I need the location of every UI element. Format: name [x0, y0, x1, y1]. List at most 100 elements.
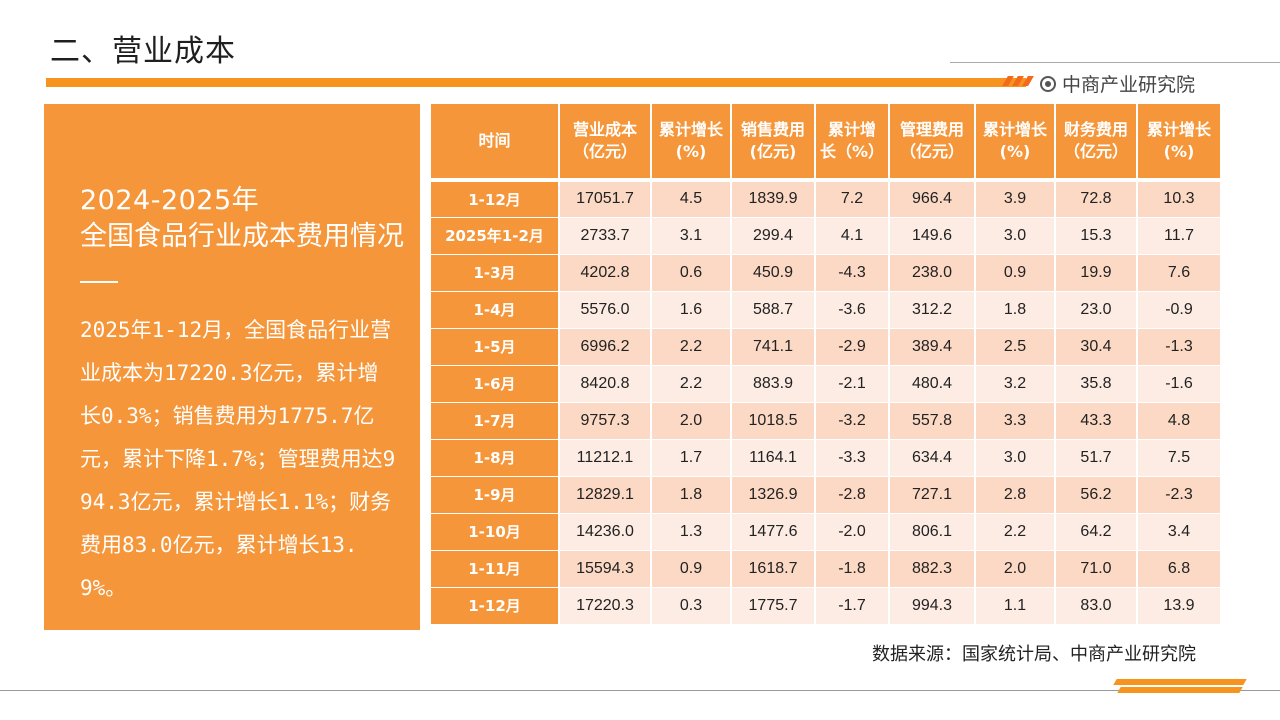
table-cell: 3.4: [1137, 512, 1222, 550]
table-cell: 2.5: [975, 327, 1056, 365]
title-accent-bar: [46, 78, 1026, 87]
table-cell: 51.7: [1055, 438, 1138, 476]
table-cell: 15.3: [1055, 216, 1138, 254]
summary-panel: 2024-2025年 全国食品行业成本费用情况 2025年1-12月，全国食品行…: [44, 104, 420, 630]
stripe-decoration: [1002, 76, 1034, 86]
column-header-text: (%): [675, 142, 707, 161]
table-cell: 7.6: [1137, 253, 1222, 291]
table-cell: 1.7: [651, 438, 732, 476]
table-cell: 2733.7: [559, 216, 652, 254]
cost-table: 时间 营业成本 （亿元） 累计增长 (%) 销售费用 (亿元) 累计增 长（%） 管理费用 （亿元）…: [431, 104, 1222, 624]
table-cell: 30.4: [1055, 327, 1138, 365]
table-cell: 4.5: [651, 178, 732, 217]
row-period-label: 1-12月: [431, 586, 560, 624]
row-period-label: 1-4月: [431, 290, 560, 328]
panel-subtitle: 全国食品行业成本费用情况: [80, 221, 404, 252]
table-cell: -1.7: [815, 586, 890, 624]
table-cell: -2.0: [815, 512, 890, 550]
row-period-label: 2025年1-2月: [431, 216, 560, 254]
column-header-text: 累计增长: [658, 120, 723, 139]
table-cell: 1618.7: [731, 549, 816, 587]
table-cell: 14236.0: [559, 512, 652, 550]
table-cell: 19.9: [1055, 253, 1138, 291]
table-row: 1-12月 17220.3 0.3 1775.7 -1.7 994.3 1.1 83.0 13.…: [431, 586, 1222, 624]
table-row: 1-10月 14236.0 1.3 1477.6 -2.0 806.1 2.2 64.2 3.4: [431, 512, 1222, 550]
column-header-text: 累计增长: [982, 120, 1047, 139]
table-cell: 11212.1: [559, 438, 652, 476]
table-cell: -2.1: [815, 364, 890, 402]
table-cell: 3.0: [975, 216, 1056, 254]
table-cell: 3.0: [975, 438, 1056, 476]
table-cell: 741.1: [731, 327, 816, 365]
table-row: 1-6月 8420.8 2.2 883.9 -2.1 480.4 3.2 35.8 -1.6: [431, 364, 1222, 402]
table-cell: -4.3: [815, 253, 890, 291]
table-cell: 0.6: [651, 253, 732, 291]
table-cell: 83.0: [1055, 586, 1138, 624]
table-cell: 5576.0: [559, 290, 652, 328]
column-header-text: 营业成本: [572, 120, 637, 139]
table-cell: 2.2: [651, 364, 732, 402]
table-cell: 0.9: [651, 549, 732, 587]
table-cell: 1.6: [651, 290, 732, 328]
table-row: 1-3月 4202.8 0.6 450.9 -4.3 238.0 0.9 19.9 7.6: [431, 253, 1222, 291]
row-period-label: 1-12月: [431, 178, 560, 217]
table-cell: 3.9: [975, 178, 1056, 217]
column-header: 时间: [431, 104, 560, 180]
table-cell: -3.2: [815, 401, 890, 439]
footer-rule: [0, 690, 1280, 691]
table-cell: 43.3: [1055, 401, 1138, 439]
table-body: 1-12月 17051.7 4.5 1839.9 7.2 966.4 3.9 72.8 10.3…: [431, 178, 1222, 624]
table-cell: 17220.3: [559, 586, 652, 624]
table-cell: -3.6: [815, 290, 890, 328]
table-cell: 15594.3: [559, 549, 652, 587]
table-cell: 727.1: [889, 475, 976, 513]
table-cell: 11.7: [1137, 216, 1222, 254]
table-cell: -1.6: [1137, 364, 1222, 402]
table-cell: 7.2: [815, 178, 890, 217]
table-cell: 806.1: [889, 512, 976, 550]
footer-stripe-decoration: [1113, 679, 1247, 697]
column-header-text: 累计增: [827, 120, 876, 139]
column-header-text: （亿元）: [572, 142, 637, 161]
table-cell: 4.1: [815, 216, 890, 254]
column-header-text: 管理费用: [899, 120, 964, 139]
table-cell: 2.8: [975, 475, 1056, 513]
table-cell: 6.8: [1137, 549, 1222, 587]
column-header: 财务费用 （亿元）: [1055, 104, 1138, 180]
table-cell: -1.8: [815, 549, 890, 587]
column-header: 累计增长 (%): [975, 104, 1056, 180]
table-cell: 2.0: [975, 549, 1056, 587]
column-header-text: (亿元): [749, 142, 797, 161]
table-cell: 2.2: [651, 327, 732, 365]
table-cell: 0.9: [975, 253, 1056, 291]
row-period-label: 1-8月: [431, 438, 560, 476]
column-header: 累计增长 (%): [1137, 104, 1222, 180]
table-cell: 966.4: [889, 178, 976, 217]
table-cell: 149.6: [889, 216, 976, 254]
table-cell: 13.9: [1137, 586, 1222, 624]
table-cell: 299.4: [731, 216, 816, 254]
column-header: 累计增长 (%): [651, 104, 732, 180]
table-cell: 238.0: [889, 253, 976, 291]
column-header-text: 累计增长: [1146, 120, 1211, 139]
table-row: 1-11月 15594.3 0.9 1618.7 -1.8 882.3 2.0 71.0 6.8: [431, 549, 1222, 587]
table-cell: -2.8: [815, 475, 890, 513]
table-cell: 56.2: [1055, 475, 1138, 513]
table-cell: -3.3: [815, 438, 890, 476]
column-header-text: 时间: [478, 131, 511, 150]
table-row: 1-4月 5576.0 1.6 588.7 -3.6 312.2 1.8 23.0 -0.9: [431, 290, 1222, 328]
table-cell: 2.2: [975, 512, 1056, 550]
table-cell: 1.8: [975, 290, 1056, 328]
table-cell: 4.8: [1137, 401, 1222, 439]
table-row: 1-8月 11212.1 1.7 1164.1 -3.3 634.4 3.0 51.7 7.5: [431, 438, 1222, 476]
table-cell: 883.9: [731, 364, 816, 402]
column-header-text: 长（%）: [819, 142, 885, 161]
column-header-text: （亿元）: [899, 142, 964, 161]
table-cell: 72.8: [1055, 178, 1138, 217]
column-header-text: （亿元）: [1063, 142, 1128, 161]
table-cell: 3.1: [651, 216, 732, 254]
row-period-label: 1-6月: [431, 364, 560, 402]
table-cell: 23.0: [1055, 290, 1138, 328]
table-cell: 588.7: [731, 290, 816, 328]
table-cell: 1839.9: [731, 178, 816, 217]
